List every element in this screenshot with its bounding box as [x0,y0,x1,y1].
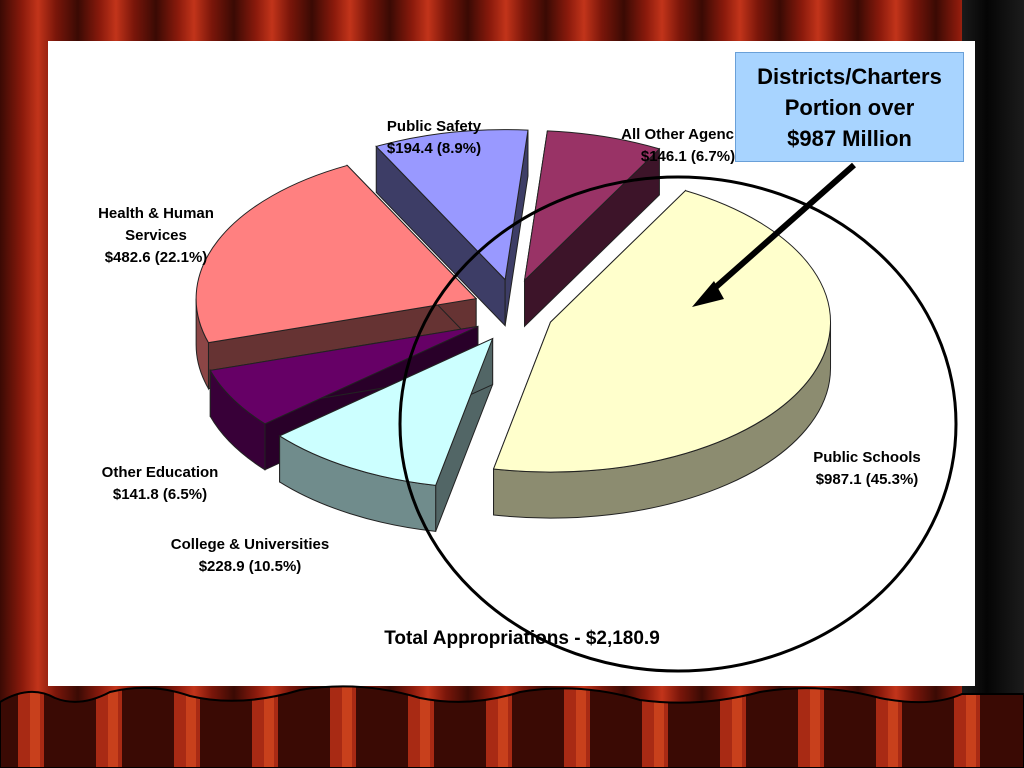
slice-value: $146.1 (6.7%) [640,148,736,165]
slice-label-college-universities: College & Universities $228.9 (10.5%) [171,534,329,578]
pie-chart [195,129,958,673]
callout-line-3: $987 Million [787,125,912,151]
pie-slice-top [523,130,661,282]
pie-slice-all-other-agencies [523,130,661,328]
slice-label-public-schools: Public Schools $987.1 (45.3%) [813,447,921,491]
slice-value: $482.6 (22.1%) [104,249,208,266]
pie-slice-top [195,164,478,344]
slice-label-health-human-services: Health & Human Services $482.6 (22.1%) [81,203,231,269]
curtain-bottom-fringe [0,685,1024,768]
slice-name: Public Safety [386,118,482,135]
highlight-ellipse [398,175,958,673]
slice-value: $194.4 (8.9%) [386,140,482,157]
callout-box: Districts/Charters Portion over $987 Mil… [735,52,964,162]
callout-line-1: Districts/Charters [757,63,942,89]
slice-name: Other Education [101,464,219,481]
slice-label-other-education: Other Education $141.8 (6.5%) [102,462,219,506]
callout-arrow-head [692,281,724,307]
slice-label-public-safety: Public Safety $194.4 (8.9%) [387,116,481,160]
slice-value: $228.9 (10.5%) [198,558,302,575]
slice-value: $141.8 (6.5%) [112,486,208,503]
slice-name: All Other Agencies [621,126,755,143]
callout-arrow-line [706,162,856,297]
pie-slice-top [278,337,494,486]
slice-name: College & Universities [170,536,330,553]
chart-title: Total Appropriations - $2,180.9 [384,628,660,649]
slice-name: Health & Human Services [98,205,214,244]
callout-line-2: Portion over [784,94,915,120]
slice-value: $987.1 (45.3%) [815,471,919,488]
slice-name: Public Schools [813,449,921,466]
slide-panel: Public Safety $194.4 (8.9%) All Other Ag… [48,41,975,686]
slice-label-all-other-agencies: All Other Agencies $146.1 (6.7%) [621,124,755,168]
pie-slice-college-universities [278,337,494,532]
